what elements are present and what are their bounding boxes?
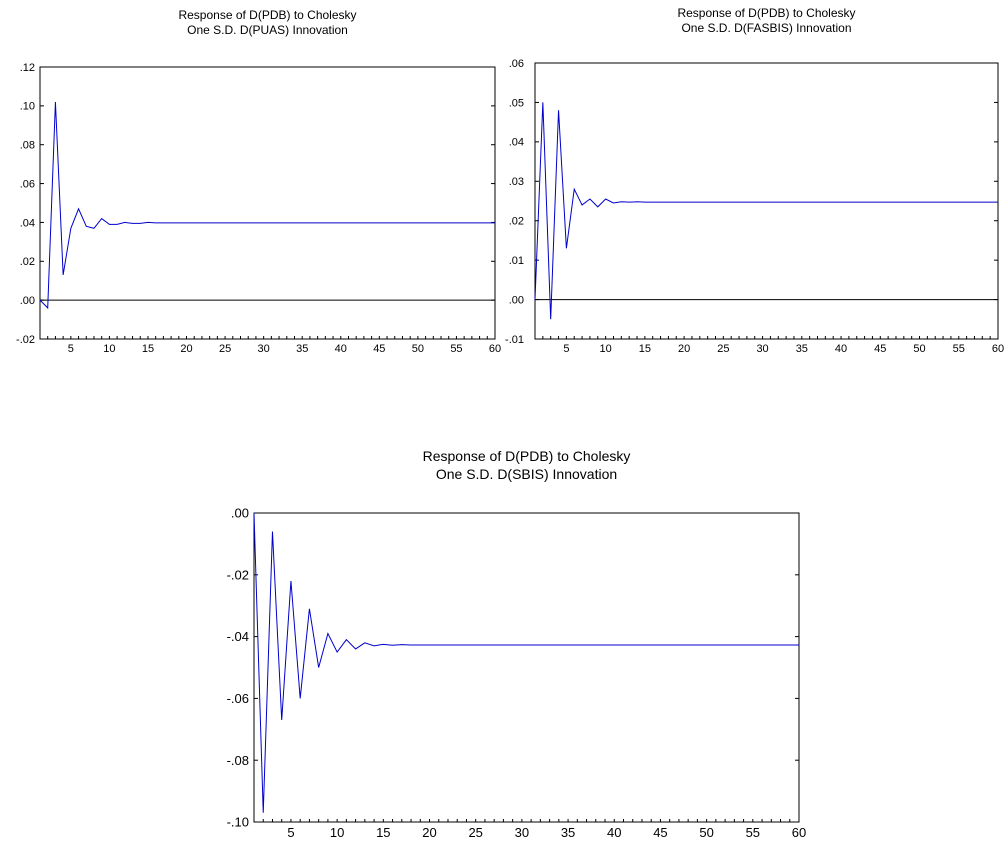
chart-title: Response of D(PDB) to Cholesky [422,448,631,464]
y-tick-label: -.08 [227,753,249,768]
x-tick-label: 30 [756,343,768,355]
x-tick-label: 20 [678,343,690,355]
x-tick-label: 55 [953,343,965,355]
x-tick-label: 30 [258,343,270,355]
plot-frame [253,512,800,823]
x-tick-label: 45 [373,343,385,355]
x-tick-label: 25 [219,343,231,355]
x-tick-label: 15 [376,825,390,840]
y-tick-label: .01 [509,255,524,267]
x-tick-label: 10 [330,825,344,840]
x-tick-label: 50 [913,343,925,355]
y-tick-label: .04 [509,137,524,149]
chart-title-block: Response of D(PDB) to Cholesky One S.D. … [535,6,998,36]
x-tick-label: 40 [835,343,847,355]
x-tick-label: 60 [489,343,501,355]
x-tick-label: 30 [515,825,529,840]
x-tick-label: 15 [142,343,154,355]
x-tick-label: 10 [600,343,612,355]
x-tick-label: 40 [335,343,347,355]
x-tick-label: 25 [717,343,729,355]
x-tick-label: 15 [639,343,651,355]
series-line [253,512,799,813]
y-tick-label: .00 [231,506,249,521]
chart-title: Response of D(PDB) to Cholesky [178,8,357,22]
chart-title: Response of D(PDB) to Cholesky [677,6,856,20]
y-tick-label: -.01 [505,334,524,346]
y-tick-label: .06 [20,178,35,190]
y-tick-label: -.02 [227,567,249,582]
x-tick-label: 60 [992,343,1004,355]
chart-subtitle: One S.D. D(SBIS) Innovation [435,465,618,482]
x-tick-label: 5 [68,343,74,355]
y-tick-label: .03 [509,176,524,188]
series-line [534,102,998,320]
chart-title-block: Response of D(PDB) to Cholesky One S.D. … [254,448,799,483]
plot-frame [39,66,496,340]
x-tick-label: 55 [450,343,462,355]
y-tick-label: -.06 [227,691,249,706]
y-tick-label: -.02 [16,334,35,346]
y-tick-label: .02 [509,216,524,228]
y-tick-label: .04 [20,217,35,229]
x-tick-label: 50 [412,343,424,355]
y-tick-label: .10 [20,101,35,113]
chart-title-block: Response of D(PDB) to Cholesky One S.D. … [40,8,495,38]
y-tick-label: .00 [509,294,524,306]
x-tick-label: 45 [653,825,667,840]
x-tick-label: 5 [563,343,569,355]
x-tick-label: 50 [699,825,713,840]
y-tick-label: .08 [20,140,35,152]
chart-sbis: Response of D(PDB) to Cholesky One S.D. … [180,440,820,850]
x-tick-label: 25 [468,825,482,840]
y-tick-label: .12 [20,62,35,74]
series-line [39,101,495,310]
chart-puas: Response of D(PDB) to Cholesky One S.D. … [0,0,510,360]
plot-frame [534,62,999,340]
x-tick-label: 35 [796,343,808,355]
x-tick-label: 20 [180,343,192,355]
x-tick-label: 10 [103,343,115,355]
chart-fasbis: Response of D(PDB) to Cholesky One S.D. … [500,0,1006,360]
x-tick-label: 60 [792,825,806,840]
y-tick-label: .06 [509,58,524,70]
y-tick-label: .00 [20,295,35,307]
chart-subtitle: One S.D. D(FASBIS) Innovation [681,21,852,35]
x-tick-label: 20 [422,825,436,840]
chart-subtitle: One S.D. D(PUAS) Innovation [187,23,348,37]
y-tick-label: .02 [20,256,35,268]
x-tick-label: 55 [746,825,760,840]
x-tick-label: 40 [607,825,621,840]
chart-svg: -.02 .00 .02 .04 .06 .08 .10 .12 5 10 15 20 25 30 35 40… [16,62,501,355]
chart-svg: -.01 .00 .01 .02 .03 .04 .05 .06 5 10 15 20 25 30 35 40… [505,58,1004,355]
y-tick-label: -.10 [227,815,249,830]
x-tick-label: 45 [874,343,886,355]
y-tick-label: -.04 [227,629,249,644]
x-tick-label: 35 [296,343,308,355]
y-tick-label: .05 [509,97,524,109]
x-tick-label: 5 [287,825,294,840]
chart-svg: -.10 -.08 -.06 -.04 -.02 .00 5 10 15 20 25 30 35 40 45… [227,506,807,840]
x-tick-label: 35 [561,825,575,840]
